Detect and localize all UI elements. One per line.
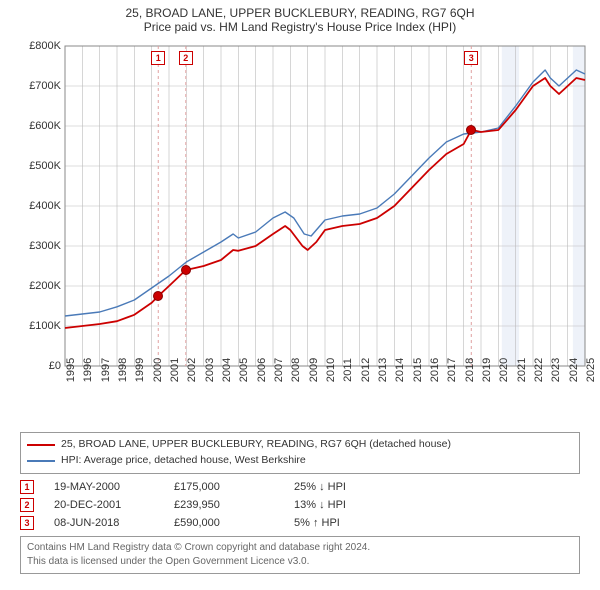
sale-date: 08-JUN-2018 xyxy=(54,517,154,529)
x-tick-label: 2007 xyxy=(273,358,285,382)
x-tick-label: 1997 xyxy=(100,358,112,382)
plot-box: £0£100K£200K£300K£400K£500K£600K£700K£80… xyxy=(65,46,585,366)
chart-titles: 25, BROAD LANE, UPPER BUCKLEBURY, READIN… xyxy=(0,0,600,36)
x-tick-label: 2019 xyxy=(481,358,493,382)
x-tick-label: 2004 xyxy=(221,358,233,382)
x-tick-label: 2008 xyxy=(290,358,302,382)
sale-price: £175,000 xyxy=(174,481,274,493)
footer-line2: This data is licensed under the Open Gov… xyxy=(27,555,573,569)
y-tick-label: £200K xyxy=(29,280,65,292)
x-tick-label: 2012 xyxy=(360,358,372,382)
sale-point xyxy=(153,291,163,301)
y-tick-label: £100K xyxy=(29,320,65,332)
legend-swatch-hpi xyxy=(27,460,55,462)
y-tick-label: £400K xyxy=(29,200,65,212)
title-address: 25, BROAD LANE, UPPER BUCKLEBURY, READIN… xyxy=(0,6,600,20)
legend-row-price-paid: 25, BROAD LANE, UPPER BUCKLEBURY, READIN… xyxy=(27,437,573,453)
arrow-down-icon xyxy=(319,499,325,511)
x-tick-label: 2020 xyxy=(498,358,510,382)
chart-svg xyxy=(65,46,585,366)
y-tick-label: £800K xyxy=(29,40,65,52)
sale-date: 20-DEC-2001 xyxy=(54,499,154,511)
y-tick-label: £0 xyxy=(49,360,65,372)
sale-marker-icon: 2 xyxy=(20,498,34,512)
y-tick-label: £500K xyxy=(29,160,65,172)
x-tick-label: 2018 xyxy=(464,358,476,382)
sale-callout: 3 xyxy=(464,51,478,65)
legend: 25, BROAD LANE, UPPER BUCKLEBURY, READIN… xyxy=(20,432,580,474)
x-tick-label: 2011 xyxy=(342,358,354,382)
x-tick-label: 2000 xyxy=(152,358,164,382)
x-tick-label: 2006 xyxy=(256,358,268,382)
sale-point xyxy=(181,265,191,275)
x-tick-label: 2016 xyxy=(429,358,441,382)
sale-marker-icon: 3 xyxy=(20,516,34,530)
sale-pct: 5% HPI xyxy=(294,517,394,529)
x-tick-label: 2003 xyxy=(204,358,216,382)
x-tick-label: 2013 xyxy=(377,358,389,382)
x-tick-label: 1996 xyxy=(82,358,94,382)
chart-area: £0 £100K £200K £300K £400K £500K £600K £700K £80… xyxy=(10,36,590,426)
y-tick-label: £600K xyxy=(29,120,65,132)
x-tick-label: 2002 xyxy=(186,358,198,382)
x-tick-label: 2022 xyxy=(533,358,545,382)
sale-point xyxy=(466,125,476,135)
x-tick-label: 2021 xyxy=(516,358,528,382)
x-tick-label: 2014 xyxy=(394,358,406,382)
sale-pct: 25% HPI xyxy=(294,481,394,493)
arrow-down-icon xyxy=(319,481,325,493)
x-tick-label: 1998 xyxy=(117,358,129,382)
sale-callout: 1 xyxy=(151,51,165,65)
y-tick-label: £300K xyxy=(29,240,65,252)
legend-row-hpi: HPI: Average price, detached house, West… xyxy=(27,453,573,469)
x-tick-label: 2010 xyxy=(325,358,337,382)
x-tick-label: 1995 xyxy=(65,358,77,382)
legend-swatch-price-paid xyxy=(27,444,55,446)
x-tick-label: 2024 xyxy=(568,358,580,382)
table-row: 2 20-DEC-2001 £239,950 13% HPI xyxy=(20,496,580,514)
sale-date: 19-MAY-2000 xyxy=(54,481,154,493)
x-tick-label: 2025 xyxy=(585,358,597,382)
arrow-up-icon xyxy=(313,517,319,529)
title-subtitle: Price paid vs. HM Land Registry's House … xyxy=(0,20,600,34)
x-tick-label: 2009 xyxy=(308,358,320,382)
table-row: 1 19-MAY-2000 £175,000 25% HPI xyxy=(20,478,580,496)
x-tick-label: 2015 xyxy=(412,358,424,382)
sale-pct: 13% HPI xyxy=(294,499,394,511)
x-tick-label: 1999 xyxy=(134,358,146,382)
legend-label-price-paid: 25, BROAD LANE, UPPER BUCKLEBURY, READIN… xyxy=(61,437,451,453)
x-tick-label: 2001 xyxy=(169,358,181,382)
y-tick-label: £700K xyxy=(29,80,65,92)
sale-price: £239,950 xyxy=(174,499,274,511)
x-tick-label: 2017 xyxy=(446,358,458,382)
sale-marker-icon: 1 xyxy=(20,480,34,494)
footer-line1: Contains HM Land Registry data © Crown c… xyxy=(27,541,573,555)
x-tick-label: 2005 xyxy=(238,358,250,382)
sale-price: £590,000 xyxy=(174,517,274,529)
footer-attribution: Contains HM Land Registry data © Crown c… xyxy=(20,536,580,574)
table-row: 3 08-JUN-2018 £590,000 5% HPI xyxy=(20,514,580,532)
sale-callout: 2 xyxy=(179,51,193,65)
sales-table: 1 19-MAY-2000 £175,000 25% HPI 2 20-DEC-… xyxy=(20,478,580,532)
x-tick-label: 2023 xyxy=(550,358,562,382)
legend-label-hpi: HPI: Average price, detached house, West… xyxy=(61,453,306,469)
